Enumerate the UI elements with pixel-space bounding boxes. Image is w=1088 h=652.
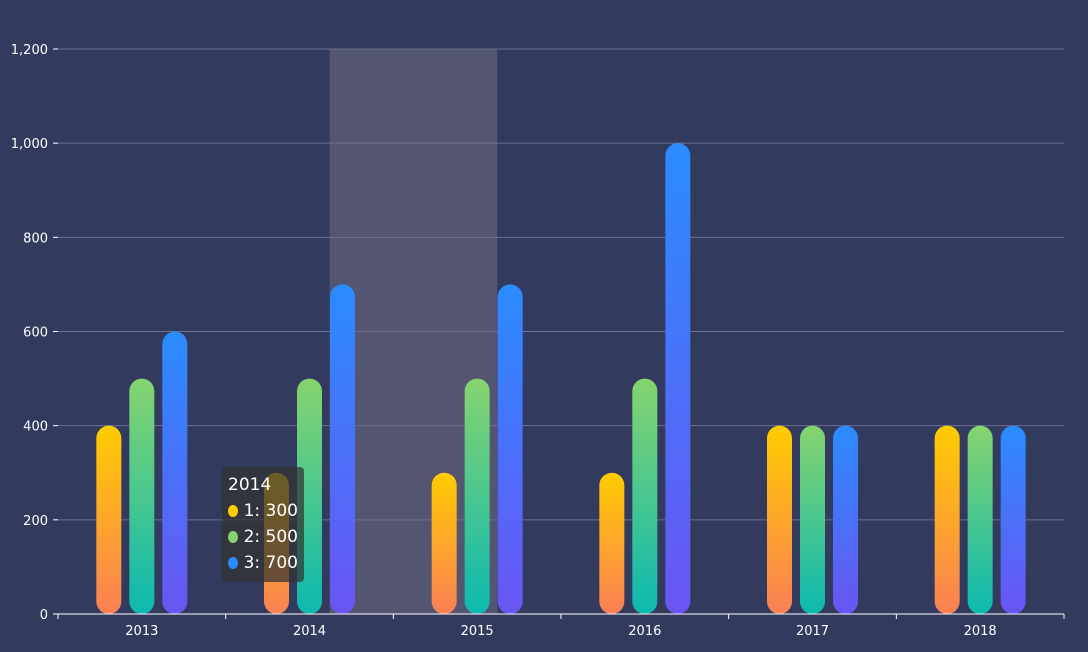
x-tick-label-2013: 2013 [125,624,158,639]
tooltip-row-1-text: 1: 300 [243,501,298,521]
tooltip-title: 2014 [228,475,272,495]
y-tick-label-200: 200 [23,514,48,529]
series-2-dot-icon [228,531,238,543]
series-1-dot-icon [228,505,238,517]
bar-2013-series-3 [162,331,188,614]
bar-2018-series-3 [1000,425,1026,614]
x-tick-label-2014: 2014 [293,624,326,639]
bar-2018-series-1 [934,425,960,614]
tooltip-row-2-text: 2: 500 [243,527,298,547]
y-tick-label-400: 400 [23,420,48,435]
bar-2015-series-1 [431,472,457,614]
tooltip-row-3: 3: 700 [228,550,298,576]
series-3-dot-icon [228,557,238,569]
bar-2013-series-2 [129,378,155,614]
bar-2014-series-3 [330,284,355,614]
bar-2016-series-2 [632,378,658,614]
bar-2016-series-1 [599,472,625,614]
bar-2015-series-2 [464,378,490,614]
x-tick-label-2017: 2017 [796,624,829,639]
y-tick-label-800: 800 [23,231,48,246]
bar-2016-series-3 [665,143,691,614]
y-tick-label-1200: 1,200 [11,43,48,58]
bar-2015-series-3 [497,284,523,614]
x-tick-label-2018: 2018 [964,624,997,639]
bar-2017-series-2 [800,425,825,614]
bar-2017-series-1 [767,425,792,614]
x-tick-label-2016: 2016 [628,624,661,639]
bar-2017-series-3 [833,425,858,614]
tooltip-row-2: 2: 500 [228,524,298,550]
y-tick-label-600: 600 [23,326,48,341]
tooltip-row-1: 1: 300 [228,498,298,524]
tooltip: 2014 1: 300 2: 500 3: 700 [222,467,304,582]
bar-2013-series-1 [96,425,122,614]
x-tick-label-2015: 2015 [461,624,494,639]
tooltip-row-3-text: 3: 700 [243,553,298,573]
y-tick-label-1000: 1,000 [11,137,48,152]
bar-2018-series-2 [967,425,993,614]
y-tick-label-0: 0 [40,608,48,623]
